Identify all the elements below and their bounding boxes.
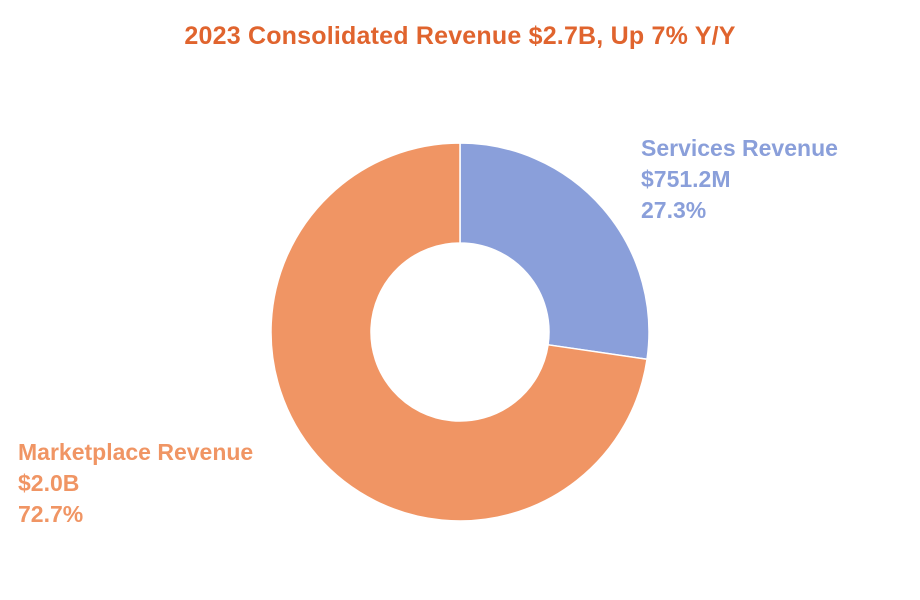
marketplace-revenue-label: Marketplace Revenue $2.0B 72.7% xyxy=(18,437,253,530)
slice-services-revenue xyxy=(459,142,650,361)
marketplace-revenue-percent: 72.7% xyxy=(18,501,84,527)
chart-title: 2023 Consolidated Revenue $2.7B, Up 7% Y… xyxy=(184,22,736,50)
slice-marketplace-revenue xyxy=(270,142,648,522)
services-revenue-percent: 27.3% xyxy=(641,197,707,223)
services-revenue-value: $751.2M xyxy=(641,166,731,192)
marketplace-revenue-name: Marketplace Revenue xyxy=(18,439,254,465)
marketplace-revenue-value: $2.0B xyxy=(18,470,80,496)
services-revenue-label: Services Revenue $751.2M 27.3% xyxy=(641,133,838,226)
services-revenue-name: Services Revenue xyxy=(641,135,838,161)
